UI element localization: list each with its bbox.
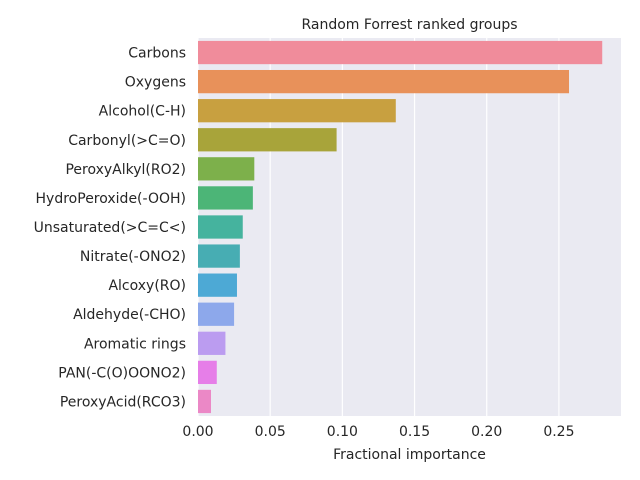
x-tick-label: 0.20 <box>471 424 502 440</box>
y-tick-label: PAN(-C(O)OONO2) <box>58 365 186 381</box>
x-tick-label: 0.10 <box>327 424 358 440</box>
plot-background <box>198 38 621 416</box>
bar <box>198 331 226 355</box>
y-tick-label: Alcoxy(RO) <box>108 278 186 294</box>
bar <box>198 244 240 268</box>
x-axis-label: Fractional importance <box>333 447 486 463</box>
bar <box>198 389 211 414</box>
bar <box>198 360 217 385</box>
x-tick-label: 0.15 <box>399 424 430 440</box>
x-tick-labels: 0.00 0.05 0.10 0.15 0.20 0.25 <box>182 424 574 440</box>
y-tick-label: PeroxyAcid(RCO3) <box>60 394 186 410</box>
y-tick-label: Carbonyl(>C=O) <box>68 133 186 149</box>
x-tick-label: 0.05 <box>255 424 286 440</box>
bar <box>198 69 570 94</box>
y-tick-label: Alcohol(C-H) <box>99 104 186 120</box>
y-tick-labels: Carbons Oxygens Alcohol(C-H) Carbonyl(>C=O)… <box>34 46 186 411</box>
bar <box>198 186 253 210</box>
bar <box>198 128 337 152</box>
y-tick-label: Aromatic rings <box>84 336 186 352</box>
y-tick-label: PeroxyAlkyl(RO2) <box>65 162 186 178</box>
bar <box>198 157 255 181</box>
x-tick-label: 0.00 <box>182 424 213 440</box>
bar <box>198 215 243 239</box>
y-tick-label: Oxygens <box>125 75 186 91</box>
y-tick-label: Aldehyde(-CHO) <box>73 307 186 323</box>
bar <box>198 99 396 123</box>
bars <box>198 40 603 414</box>
y-tick-label: Nitrate(-ONO2) <box>80 249 186 265</box>
bar <box>198 302 235 326</box>
x-tick-label: 0.25 <box>543 424 574 440</box>
bar <box>198 40 603 65</box>
bar <box>198 273 237 297</box>
y-tick-label: Unsaturated(>C=C<) <box>34 220 186 236</box>
chart-title: Random Forrest ranked groups <box>301 17 517 33</box>
y-tick-label: HydroPeroxide(-OOH) <box>36 191 186 207</box>
y-tick-label: Carbons <box>128 46 186 62</box>
